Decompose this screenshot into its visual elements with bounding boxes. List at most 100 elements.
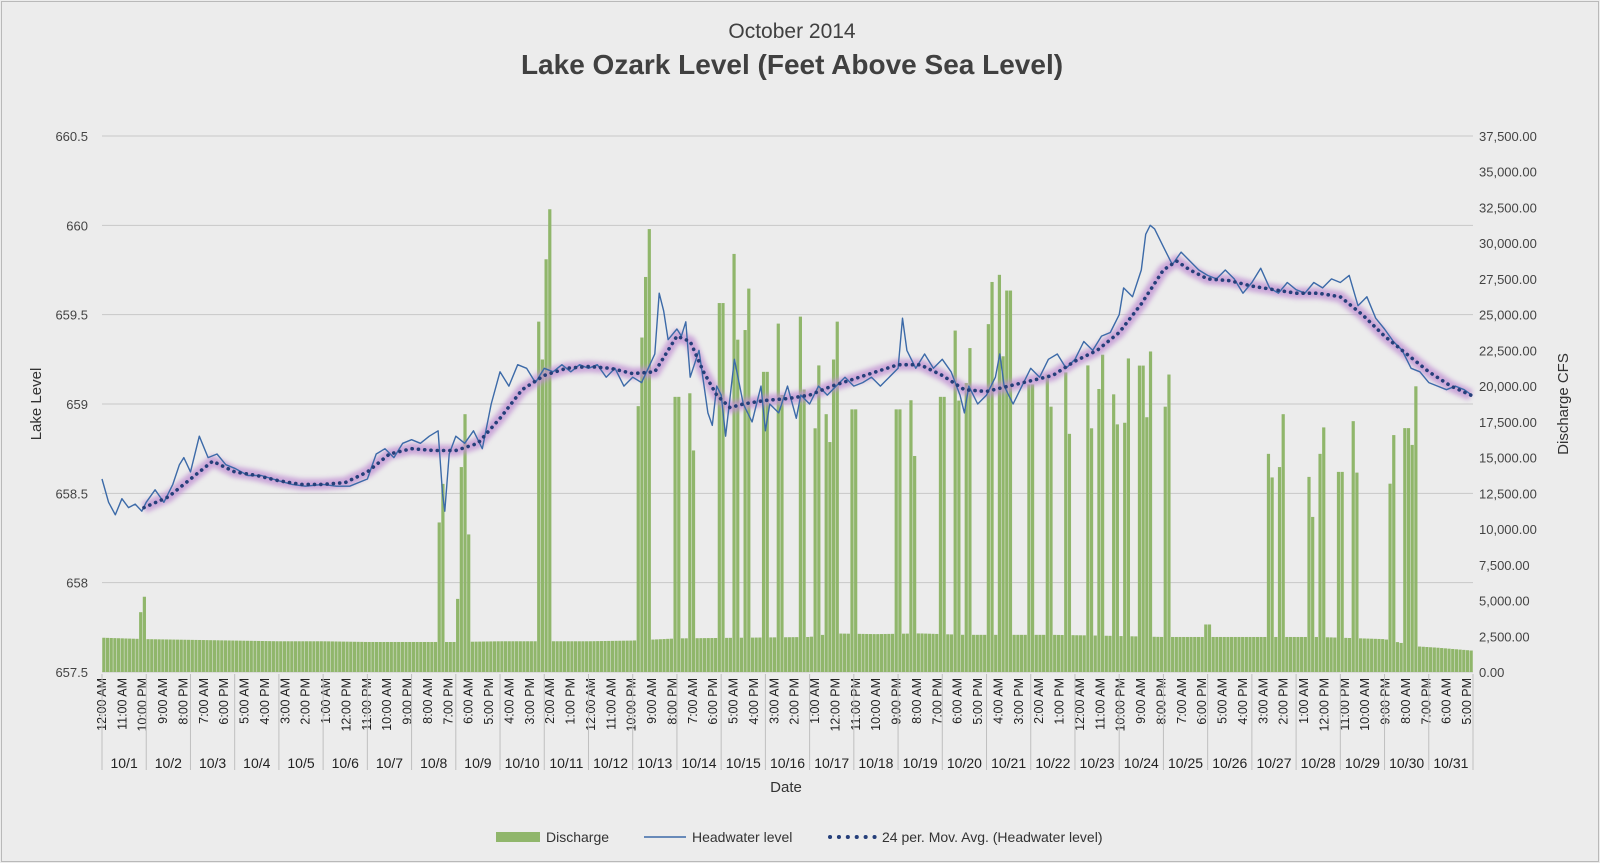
- x-time-tick-label: 9:00 AM: [156, 678, 170, 724]
- gridlines: [102, 135, 1473, 673]
- discharge-bar: [378, 641, 382, 672]
- x-time-tick-label: 10:00 AM: [1358, 678, 1372, 731]
- discharge-bar: [1311, 516, 1315, 672]
- time-axis-ticks: 12:00 AM 11:00 AM 10:00 PM 9:00 AM 8:00 PM 7:…: [95, 678, 1474, 732]
- discharge-bar: [673, 396, 677, 672]
- discharge-bar: [1432, 647, 1436, 672]
- discharge-bar: [1392, 435, 1396, 672]
- discharge-bar: [157, 639, 161, 672]
- discharge-bar: [463, 414, 467, 672]
- discharge-bar: [105, 637, 110, 672]
- discharge-bar: [1148, 351, 1153, 672]
- x-time-tick-label: 1:00 PM: [564, 678, 578, 725]
- discharge-bar: [503, 641, 508, 672]
- day-label: 10/21: [991, 755, 1026, 771]
- discharge-bar: [975, 634, 979, 672]
- discharge-bar: [618, 640, 622, 672]
- discharge-bar: [109, 637, 113, 672]
- day-label: 10/1: [110, 755, 137, 771]
- discharge-bar: [459, 467, 463, 672]
- discharge-bar: [1454, 649, 1459, 672]
- discharge-bar: [1329, 637, 1333, 672]
- discharge-bar: [1462, 649, 1466, 672]
- discharge-bar: [393, 641, 397, 672]
- x-time-tick-label: 5:00 PM: [971, 678, 985, 725]
- discharge-bar: [120, 638, 124, 672]
- x-time-tick-label: 9:00 PM: [890, 678, 904, 725]
- discharge-bar: [179, 639, 183, 672]
- y-right-tick-label: 5,000.00: [1479, 594, 1530, 609]
- discharge-bar: [223, 640, 228, 672]
- discharge-bar: [422, 641, 427, 672]
- discharge-bar: [1049, 406, 1053, 672]
- discharge-bar: [1178, 636, 1182, 672]
- x-time-tick-label: 2:00 PM: [1277, 678, 1291, 725]
- x-time-tick-label: 5:00 AM: [1216, 678, 1230, 724]
- x-time-tick-label: 6:00 AM: [951, 678, 965, 724]
- day-label: 10/18: [858, 755, 893, 771]
- discharge-bar: [544, 259, 548, 672]
- discharge-bar: [1447, 648, 1451, 672]
- y-left-tick-label: 660.5: [55, 129, 88, 144]
- discharge-bar: [1414, 386, 1418, 672]
- discharge-bar: [426, 641, 430, 672]
- discharge-bar: [559, 641, 563, 672]
- x-time-tick-label: 6:00 PM: [217, 678, 231, 725]
- discharge-bar: [913, 455, 917, 672]
- x-time-tick-label: 8:00 PM: [1154, 678, 1168, 725]
- x-time-tick-label: 3:00 AM: [278, 678, 292, 724]
- discharge-bar: [699, 638, 703, 672]
- discharge-bar: [515, 641, 519, 672]
- discharge-bar: [345, 641, 349, 672]
- legend-discharge-swatch: [496, 832, 540, 842]
- discharge-bar: [540, 359, 545, 672]
- x-time-tick-label: 5:00 PM: [482, 678, 496, 725]
- moving-average-glow: [141, 254, 1474, 513]
- discharge-bar: [1344, 637, 1348, 672]
- discharge-bar: [750, 637, 755, 672]
- discharge-bar: [706, 638, 710, 672]
- discharge-bar: [964, 383, 968, 672]
- discharge-bar: [1307, 476, 1311, 672]
- discharge-bar: [139, 612, 143, 672]
- discharge-bar: [927, 633, 931, 672]
- discharge-bar: [1296, 636, 1300, 672]
- discharge-bar: [953, 330, 957, 672]
- discharge-bar: [758, 637, 762, 672]
- discharge-bar: [1126, 358, 1131, 672]
- day-label: 10/26: [1212, 755, 1247, 771]
- discharge-bar: [253, 640, 257, 672]
- discharge-bar: [883, 633, 887, 672]
- discharge-bar: [1417, 646, 1422, 672]
- x-time-tick-label: 2:00 PM: [788, 678, 802, 725]
- x-time-tick-label: 12:00 AM: [584, 678, 598, 731]
- legend-moving-average-label: 24 per. Mov. Avg. (Headwater level): [882, 829, 1102, 845]
- discharge-bar: [636, 406, 640, 672]
- discharge-bar: [669, 638, 674, 672]
- discharge-bar: [282, 641, 287, 672]
- discharge-bar: [496, 641, 500, 672]
- discharge-bar: [264, 641, 268, 672]
- discharge-bar: [655, 639, 659, 672]
- x-time-tick-label: 3:00 AM: [767, 678, 781, 724]
- discharge-bar: [323, 641, 327, 672]
- discharge-bar: [938, 396, 943, 672]
- discharge-bar: [452, 641, 456, 672]
- day-label: 10/14: [682, 755, 717, 771]
- discharge-bar: [1156, 636, 1160, 672]
- discharge-bar: [518, 641, 522, 672]
- discharge-bar: [1233, 636, 1237, 672]
- discharge-bar: [467, 534, 471, 672]
- discharge-bar: [640, 337, 644, 672]
- discharge-bar: [349, 641, 353, 672]
- discharge-bar: [1089, 428, 1094, 672]
- y-right-tick-label: 27,500.00: [1479, 272, 1537, 287]
- discharge-bar: [1038, 634, 1042, 672]
- discharge-bar: [1440, 648, 1444, 672]
- discharge-bar: [850, 409, 854, 672]
- discharge-bar: [555, 641, 559, 672]
- discharge-bar: [382, 641, 386, 672]
- discharge-bar: [187, 639, 191, 672]
- discharge-bar: [1429, 647, 1433, 672]
- discharge-bar: [415, 641, 419, 672]
